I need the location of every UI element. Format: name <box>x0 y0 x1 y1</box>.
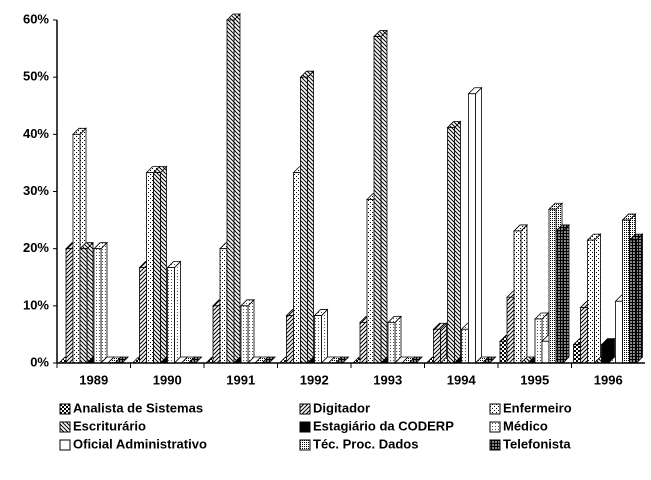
bar <box>240 305 249 364</box>
bar <box>534 318 543 364</box>
bar <box>300 76 308 364</box>
bar-side <box>380 29 388 364</box>
bar <box>433 328 441 364</box>
y-tick-label: 10% <box>23 297 49 312</box>
legend-swatch <box>489 421 501 433</box>
bar <box>79 248 88 364</box>
bar <box>366 199 375 364</box>
bar <box>226 19 235 364</box>
bar <box>506 296 515 364</box>
bar-side <box>100 241 108 364</box>
bar <box>167 267 175 364</box>
bar-side <box>174 260 181 364</box>
x-tick-label: 1993 <box>373 372 402 387</box>
legend-label: Telefonista <box>503 436 571 451</box>
x-tick-label: 1994 <box>447 372 477 387</box>
bar-side <box>247 298 255 364</box>
bar-side <box>321 308 328 364</box>
legend-swatch <box>59 421 71 433</box>
bar-side <box>307 70 314 364</box>
bar <box>499 340 508 364</box>
bar <box>314 315 322 364</box>
legend-swatch <box>299 421 311 433</box>
x-tick-label: 1989 <box>79 372 108 387</box>
legend-label: Escriturário <box>73 418 146 433</box>
bar <box>373 36 382 364</box>
bar <box>555 230 564 364</box>
bar <box>93 248 102 364</box>
bar <box>139 267 147 364</box>
bar <box>587 239 595 364</box>
x-tick-label: 1996 <box>594 372 623 387</box>
y-tick-label: 30% <box>23 183 49 198</box>
x-tick-label: 1990 <box>153 372 182 387</box>
bar <box>615 300 623 364</box>
bar-side <box>160 165 167 364</box>
y-tick-label: 40% <box>23 126 49 141</box>
bar-side <box>562 223 570 364</box>
x-tick-label: 1991 <box>226 372 255 387</box>
bar <box>65 248 74 364</box>
bar <box>573 344 581 364</box>
bar-side <box>636 233 643 364</box>
bar-side <box>520 223 528 364</box>
legend-label: Digitador <box>313 400 370 415</box>
y-tick-label: 0% <box>30 354 49 369</box>
bar-side <box>233 13 241 364</box>
bar <box>212 305 221 364</box>
legend-swatch <box>489 439 501 451</box>
bar-side <box>594 233 601 364</box>
bar <box>146 172 154 364</box>
y-tick-label: 60% <box>23 11 49 26</box>
bar <box>541 340 550 364</box>
bar <box>513 230 522 364</box>
legend-label: Médico <box>503 418 548 433</box>
bar <box>72 133 81 364</box>
legend-label: Téc. Proc. Dados <box>313 436 418 451</box>
bar <box>447 127 455 364</box>
y-tick-label: 20% <box>23 240 49 255</box>
bar <box>580 307 588 364</box>
bar-side <box>440 322 447 364</box>
x-tick-label: 1995 <box>520 372 549 387</box>
bar <box>468 93 476 364</box>
legend-label: Estagiário da CODERP <box>313 418 454 433</box>
bar <box>359 322 368 364</box>
legend-label: Analista de Sistemas <box>73 400 203 415</box>
x-tick-label: 1992 <box>300 372 329 387</box>
bar <box>622 219 630 364</box>
legend-swatch <box>59 439 71 451</box>
legend-swatch <box>299 403 311 415</box>
legend-swatch <box>489 403 501 415</box>
y-tick-label: 50% <box>23 69 49 84</box>
legend-swatch <box>299 439 311 451</box>
bar-side <box>454 120 461 364</box>
legend-swatch <box>59 403 71 415</box>
bar-side <box>475 86 482 364</box>
bar <box>153 172 161 364</box>
bar <box>387 322 396 364</box>
bar <box>286 315 294 364</box>
bar <box>219 248 228 364</box>
bar <box>629 239 637 364</box>
legend-label: Enfermeiro <box>503 400 572 415</box>
bar-side <box>86 241 94 364</box>
legend-label: Oficial Administrativo <box>73 436 207 451</box>
bar <box>601 344 609 364</box>
bar <box>461 328 469 364</box>
bar-side <box>394 315 402 364</box>
bar <box>548 208 557 364</box>
bar <box>293 172 301 364</box>
